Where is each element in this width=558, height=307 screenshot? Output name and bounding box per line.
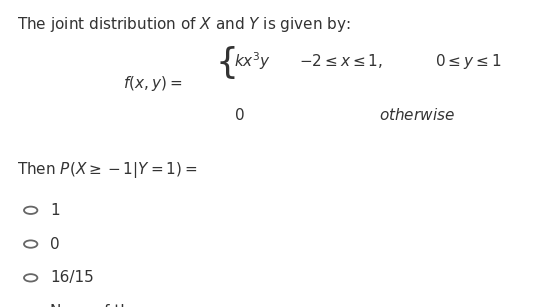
Text: Then $P(X \geq -1|Y = 1) =$: Then $P(X \geq -1|Y = 1) =$ [17, 160, 198, 180]
Text: $\{$: $\{$ [215, 45, 235, 81]
Text: 16/15: 16/15 [50, 270, 94, 285]
Text: $kx^3y$: $kx^3y$ [234, 51, 271, 72]
Text: 1: 1 [50, 203, 60, 218]
Text: 0: 0 [50, 237, 60, 251]
Text: $0 \leq y \leq 1$: $0 \leq y \leq 1$ [435, 52, 502, 71]
Text: $-2 \leq x \leq 1,$: $-2 \leq x \leq 1,$ [299, 52, 383, 70]
Text: $\mathit{otherwise}$: $\mathit{otherwise}$ [379, 107, 455, 123]
Text: $0$: $0$ [234, 107, 245, 123]
Text: $f(x,y) =$: $f(x,y) =$ [123, 74, 182, 93]
Text: The joint distribution of $X$ and $Y$ is given by:: The joint distribution of $X$ and $Y$ is… [17, 15, 350, 34]
Text: None of these: None of these [50, 304, 157, 307]
